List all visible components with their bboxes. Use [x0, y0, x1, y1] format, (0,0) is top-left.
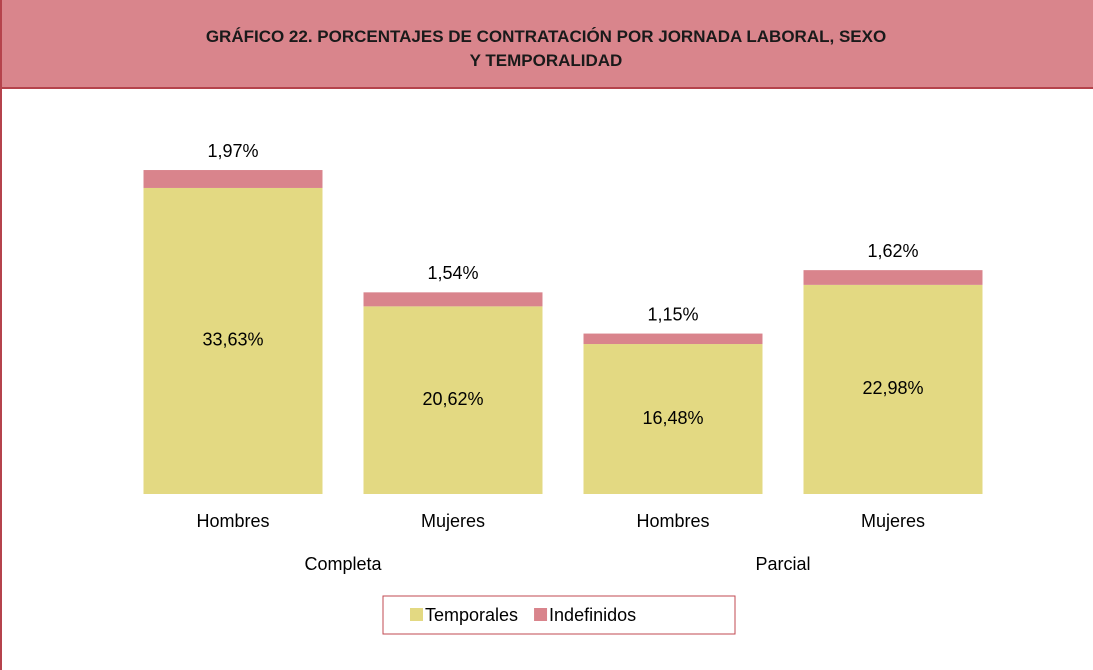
chart-title: GRÁFICO 22. PORCENTAJES DE CONTRATACIÓN … — [206, 27, 886, 70]
value-label: 1,62% — [867, 241, 918, 261]
group-label: Parcial — [755, 554, 810, 574]
bar-segment — [583, 344, 763, 494]
title-band — [0, 0, 1093, 88]
value-label: 22,98% — [862, 378, 923, 398]
bar-segment — [583, 333, 763, 345]
value-label: 33,63% — [202, 330, 263, 350]
bar-segment — [803, 284, 983, 494]
legend-label: Temporales — [425, 605, 518, 625]
legend-swatch — [534, 608, 548, 621]
bar-segment — [143, 170, 323, 188]
value-label: 16,48% — [642, 408, 703, 428]
legend-label: Indefinidos — [549, 605, 636, 625]
group-label: Completa — [304, 554, 382, 574]
bar-segment — [803, 270, 983, 285]
value-label: 1,54% — [427, 263, 478, 283]
value-label: 1,15% — [647, 304, 698, 324]
x-tick-label: Mujeres — [421, 511, 485, 531]
value-label: 1,97% — [207, 141, 258, 161]
bar-segment — [143, 187, 323, 495]
bar-segment — [363, 306, 543, 494]
value-label: 20,62% — [422, 389, 483, 409]
x-tick-label: Hombres — [636, 511, 709, 531]
legend-swatch — [410, 608, 423, 621]
legend — [382, 595, 736, 635]
x-tick-label: Hombres — [196, 511, 269, 531]
x-tick-label: Mujeres — [861, 511, 925, 531]
bar-segment — [363, 292, 543, 307]
